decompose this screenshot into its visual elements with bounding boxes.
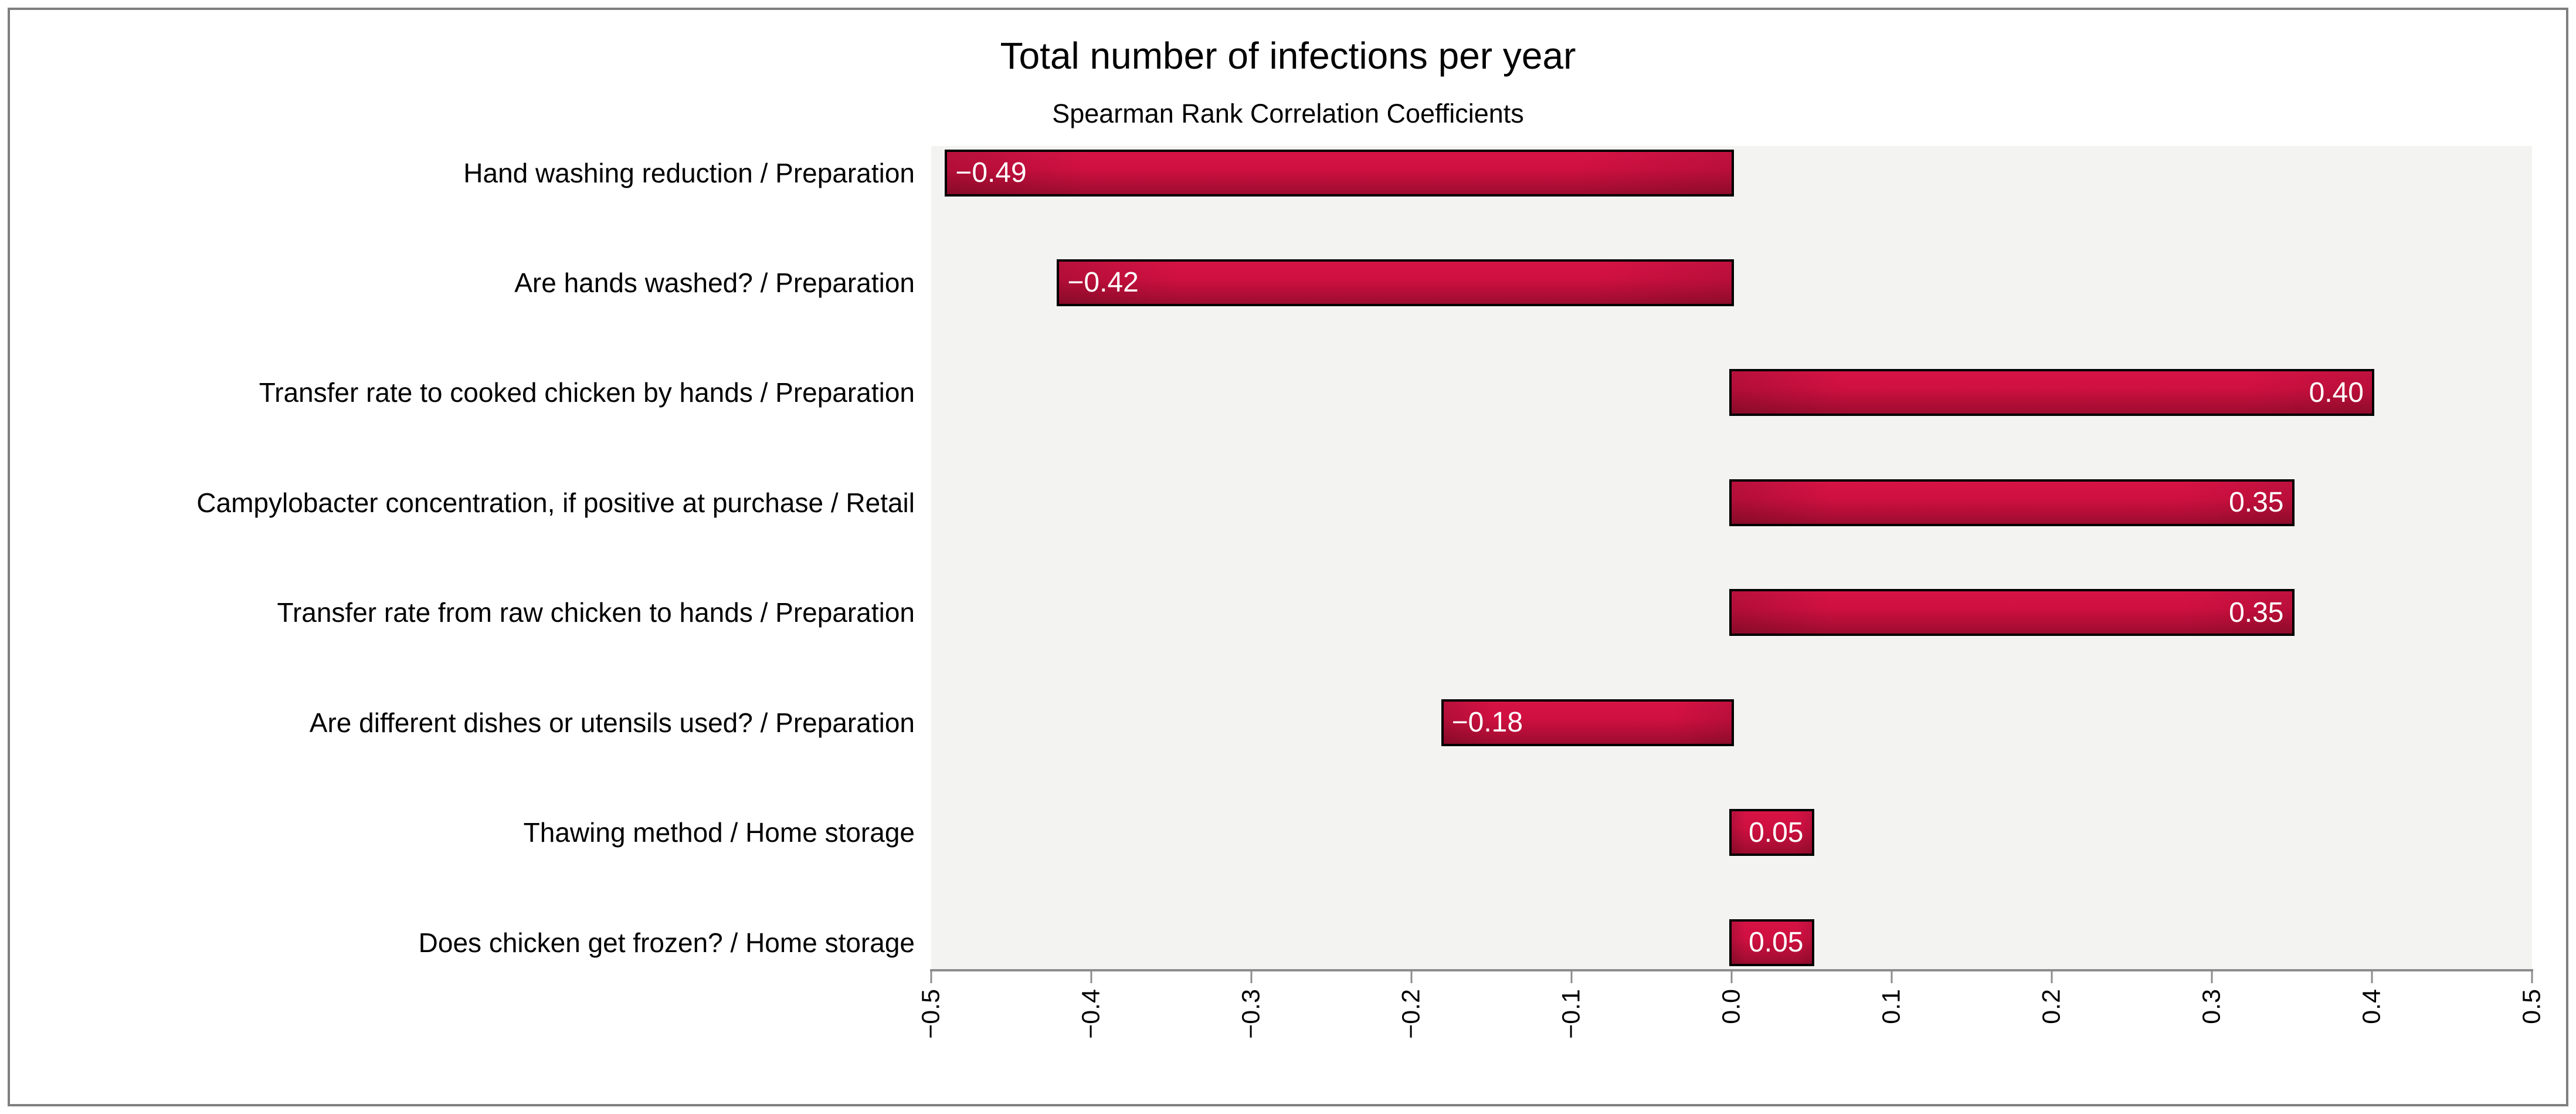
bar-value-label: 0.35 (2229, 597, 2284, 628)
bar: 0.35 (1729, 479, 2295, 526)
x-axis-tick-label: 0.3 (2197, 989, 2226, 1024)
chart-subtitle: Spearman Rank Correlation Coefficients (1052, 99, 1524, 128)
category-label: Transfer rate to cooked chicken by hands… (259, 377, 915, 408)
x-axis-tick-label: −0.3 (1237, 989, 1265, 1039)
x-axis-tick (2211, 971, 2213, 983)
category-label: Transfer rate from raw chicken to hands … (277, 597, 915, 628)
bar: 0.05 (1729, 809, 1814, 856)
x-axis-tick (1090, 971, 1092, 983)
category-label: Hand washing reduction / Preparation (463, 157, 915, 188)
bar: −0.49 (945, 149, 1734, 197)
bar: −0.42 (1057, 259, 1734, 306)
chart-title: Total number of infections per year (1000, 35, 1576, 77)
x-axis-tick (930, 971, 932, 983)
bar: 0.35 (1729, 589, 2295, 636)
bar: 0.40 (1729, 369, 2374, 417)
category-label: Are different dishes or utensils used? /… (309, 707, 915, 738)
x-axis-tick-label: −0.5 (917, 989, 945, 1039)
x-axis-tick-label: −0.2 (1397, 989, 1426, 1039)
bar-value-label: 0.40 (2309, 377, 2364, 408)
x-axis-tick-label: 0.5 (2517, 989, 2546, 1024)
x-axis-tick (2051, 971, 2053, 983)
x-axis-tick (1250, 971, 1253, 983)
x-axis-tick (2371, 971, 2373, 983)
category-label: Thawing method / Home storage (523, 817, 915, 848)
x-axis-tick (1891, 971, 1893, 983)
x-axis-tick (2531, 971, 2533, 983)
x-axis-tick-label: −0.1 (1557, 989, 1586, 1039)
x-axis-tick (1410, 971, 1413, 983)
bar-value-label: −0.18 (1451, 707, 1523, 739)
bar-value-label: 0.35 (2229, 487, 2284, 519)
bar-value-label: −0.49 (955, 157, 1027, 188)
x-axis-tick-label: 0.0 (1717, 989, 1746, 1024)
x-axis-tick-label: 0.4 (2357, 989, 2386, 1024)
bar: 0.05 (1729, 919, 1814, 966)
x-axis-tick (1730, 971, 1733, 983)
bar: −0.18 (1441, 699, 1734, 746)
category-label: Does chicken get frozen? / Home storage (418, 927, 915, 958)
category-label: Campylobacter concentration, if positive… (196, 487, 915, 518)
x-axis-tick-label: 0.2 (2037, 989, 2066, 1024)
x-axis-tick (1570, 971, 1573, 983)
bar-value-label: 0.05 (1749, 817, 1804, 848)
x-axis-line (930, 969, 2533, 971)
x-axis-tick-label: −0.4 (1077, 989, 1105, 1039)
bar-value-label: 0.05 (1749, 927, 1804, 958)
category-label: Are hands washed? / Preparation (514, 267, 915, 298)
x-axis-tick-label: 0.1 (1877, 989, 1906, 1024)
bar-value-label: −0.42 (1067, 267, 1139, 299)
